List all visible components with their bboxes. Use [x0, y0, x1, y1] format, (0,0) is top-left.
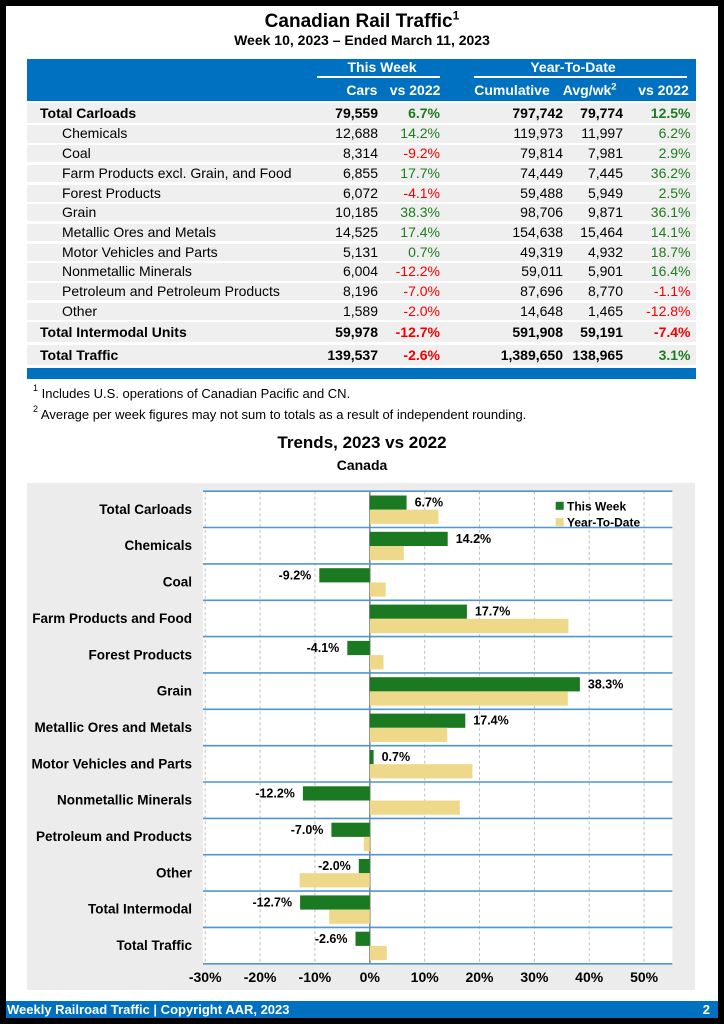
svg-text:30%: 30% [520, 969, 549, 985]
svg-text:This Week: This Week [567, 499, 626, 513]
svg-text:Chemicals: Chemicals [124, 538, 192, 553]
svg-text:Year-To-Date: Year-To-Date [567, 515, 640, 529]
svg-text:-10%: -10% [299, 969, 332, 985]
svg-text:-12.7%: -12.7% [252, 895, 292, 909]
svg-text:14.2%: 14.2% [456, 532, 491, 546]
svg-text:-2.0%: -2.0% [318, 859, 351, 873]
svg-text:38.3%: 38.3% [588, 677, 623, 691]
svg-text:-2.6%: -2.6% [315, 932, 348, 946]
svg-text:6.7%: 6.7% [415, 495, 444, 509]
svg-text:Petroleum and Products: Petroleum and Products [36, 829, 192, 844]
svg-text:0%: 0% [360, 969, 381, 985]
svg-text:Nonmetallic Minerals: Nonmetallic Minerals [57, 792, 192, 807]
svg-text:20%: 20% [465, 969, 494, 985]
svg-text:40%: 40% [575, 969, 604, 985]
svg-text:Metallic Ores and Metals: Metallic Ores and Metals [34, 720, 192, 735]
svg-text:-12.2%: -12.2% [255, 786, 295, 800]
svg-text:Total Carloads: Total Carloads [99, 502, 192, 517]
svg-text:10%: 10% [411, 969, 440, 985]
svg-text:Motor Vehicles and Parts: Motor Vehicles and Parts [31, 756, 192, 771]
svg-text:0.7%: 0.7% [382, 750, 411, 764]
svg-text:50%: 50% [630, 969, 659, 985]
svg-text:-30%: -30% [189, 969, 222, 985]
svg-text:-20%: -20% [244, 969, 277, 985]
svg-text:-4.1%: -4.1% [307, 641, 340, 655]
svg-text:Farm Products and Food: Farm Products and Food [32, 611, 192, 626]
svg-text:17.4%: 17.4% [473, 713, 508, 727]
svg-text:17.7%: 17.7% [475, 604, 510, 618]
svg-text:Coal: Coal [163, 574, 192, 589]
svg-text:Forest Products: Forest Products [88, 647, 192, 662]
svg-text:-7.0%: -7.0% [291, 823, 324, 837]
svg-text:-9.2%: -9.2% [279, 568, 312, 582]
svg-text:Total Traffic: Total Traffic [116, 938, 192, 953]
svg-text:Total Intermodal: Total Intermodal [88, 901, 192, 916]
svg-text:Grain: Grain [157, 683, 192, 698]
svg-text:Other: Other [156, 865, 193, 880]
